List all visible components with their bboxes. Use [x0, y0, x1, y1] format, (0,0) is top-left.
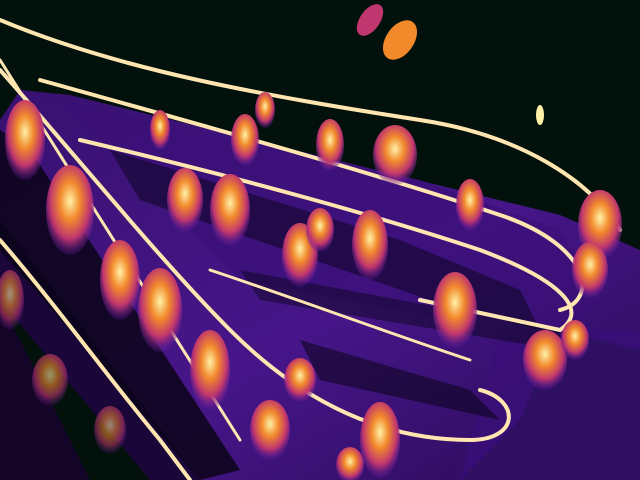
person: [250, 400, 290, 460]
person: [284, 358, 316, 402]
people: [0, 92, 622, 480]
person: [190, 330, 230, 410]
person: [255, 92, 275, 128]
person: [100, 240, 140, 320]
person: [572, 242, 608, 298]
person: [5, 100, 45, 180]
person: [0, 270, 24, 330]
person: [360, 402, 400, 478]
person: [167, 168, 203, 232]
person: [150, 110, 170, 150]
person: [523, 330, 567, 390]
person: [46, 165, 94, 255]
person: [94, 406, 126, 454]
person: [210, 174, 250, 246]
person: [336, 447, 364, 480]
person: [456, 179, 484, 231]
person: [373, 125, 417, 185]
person: [32, 354, 68, 406]
person: [231, 114, 259, 166]
person: [316, 119, 344, 171]
background-heat-spots: [356, 4, 544, 125]
person: [561, 320, 589, 360]
person: [433, 272, 477, 348]
person: [138, 268, 182, 352]
person: [352, 210, 388, 280]
person: [306, 208, 334, 252]
